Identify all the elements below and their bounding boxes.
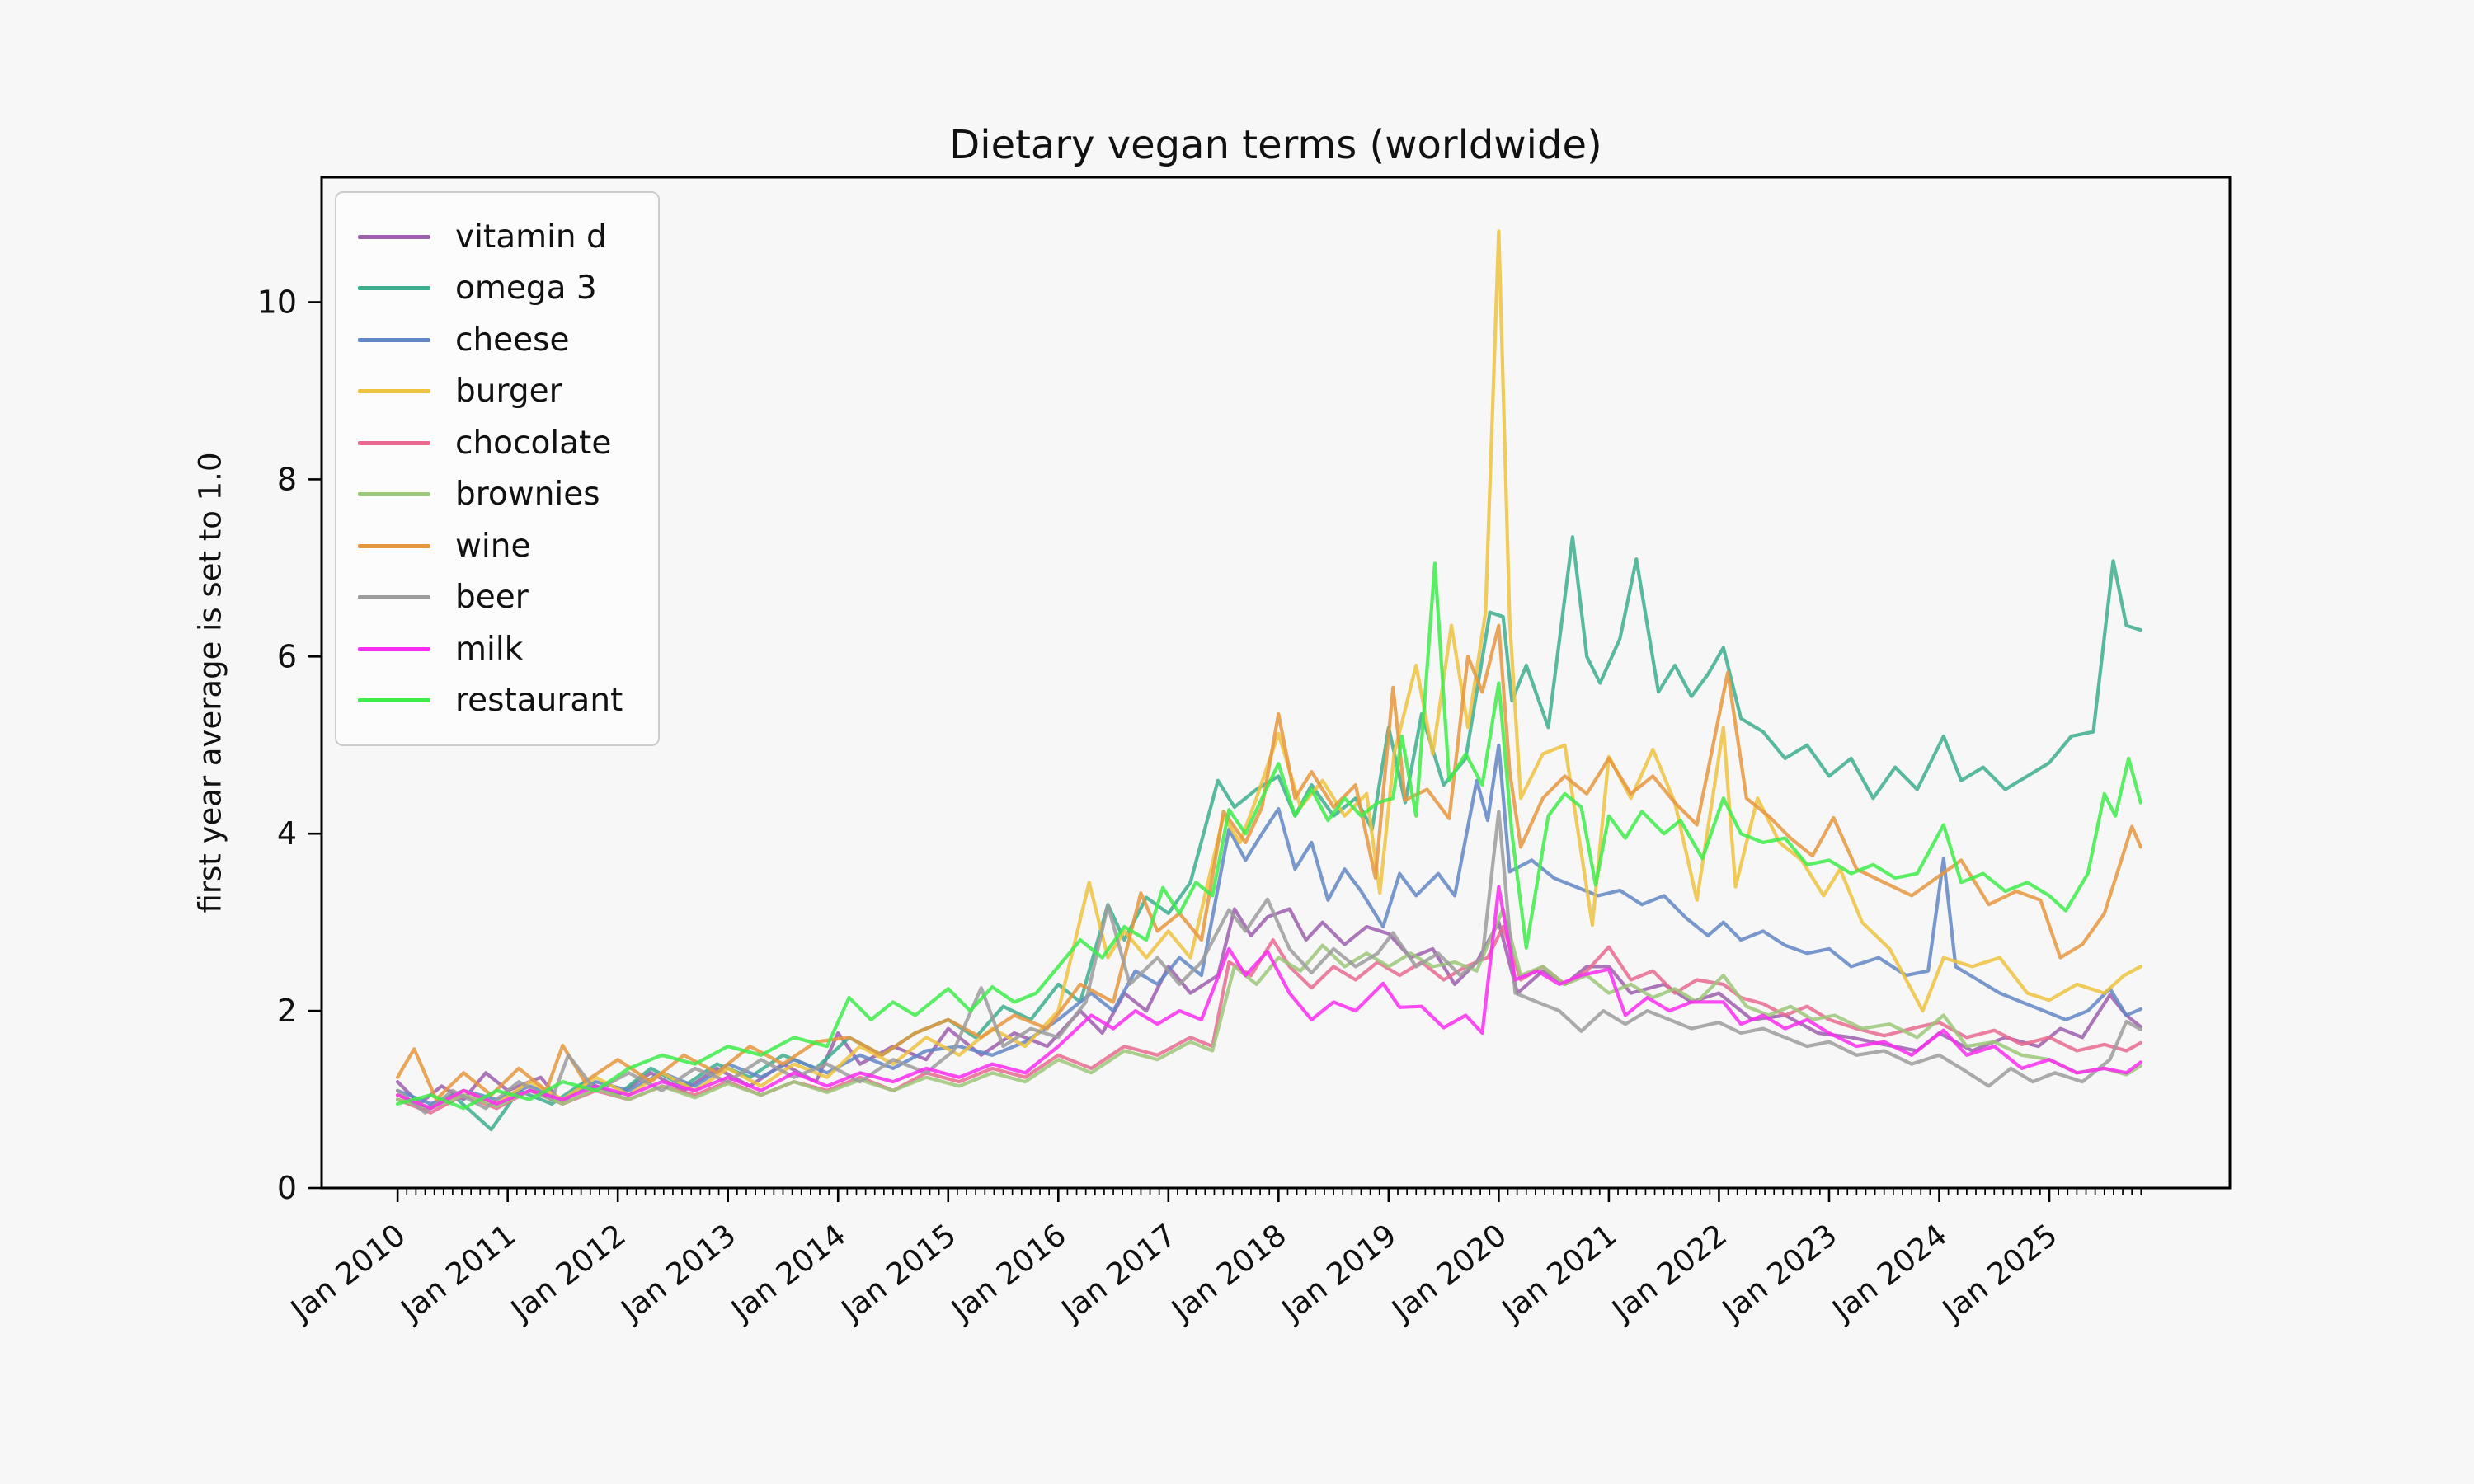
legend-swatch [358,646,430,651]
legend-swatch [358,440,430,445]
x-tick-label: Jan 2020 [1384,1217,1512,1328]
series-line-burger [396,229,2142,1111]
legend-swatch [358,337,430,342]
x-tick-label: Jan 2012 [503,1217,632,1328]
legend-item: beer [358,572,637,624]
x-tick-label: Jan 2023 [1714,1217,1843,1328]
legend-swatch [358,492,430,497]
x-tick-label: Jan 2010 [283,1217,412,1328]
y-tick-label: 0 [277,1170,297,1206]
series-line-wine [396,623,2142,1101]
legend-swatch [358,286,430,291]
x-tick-label: Jan 2019 [1274,1217,1403,1328]
legend-item-label: omega 3 [455,270,597,308]
legend-item-label: milk [455,630,524,668]
legend-item: restaurant [358,675,637,727]
series-line-cheese [396,743,2142,1106]
legend-item: wine [358,520,637,572]
legend-item-label: wine [455,527,531,565]
y-tick-label: 10 [257,284,297,321]
y-tick-label: 4 [277,815,297,852]
x-tick-label: Jan 2025 [1935,1217,2063,1328]
x-tick-label: Jan 2013 [614,1217,742,1328]
legend-item-label: chocolate [455,424,612,462]
legend-item-label: burger [455,373,562,411]
x-tick-label: Jan 2011 [393,1217,522,1328]
x-tick-label: Jan 2014 [723,1217,852,1328]
legend-item-label: vitamin d [455,218,607,256]
legend-item: chocolate [358,417,637,469]
legend: vitamin d omega 3 cheese burger chocolate bro… [335,191,660,746]
series-line-restaurant [396,561,2142,1111]
legend-swatch [358,389,430,394]
x-tick-label: Jan 2018 [1164,1217,1292,1328]
y-tick-label: 2 [277,993,297,1029]
legend-list: vitamin d omega 3 cheese burger chocolate bro… [358,211,637,726]
y-axis-label: first year average is set to 1.0 [192,452,228,913]
chart-title: Dietary vegan terms (worldwide) [949,122,1602,168]
legend-item-label: restaurant [455,682,623,720]
legend-item-label: beer [455,579,529,617]
legend-swatch [358,698,430,703]
legend-swatch [358,595,430,600]
legend-swatch [358,543,430,548]
x-tick-label: Jan 2024 [1825,1217,1954,1328]
legend-item: cheese [358,314,637,366]
legend-item: brownies [358,469,637,521]
legend-swatch [358,234,430,239]
series-line-milk [396,885,2142,1111]
legend-item: vitamin d [358,211,637,263]
x-tick-label: Jan 2022 [1605,1217,1733,1328]
x-tick-label: Jan 2015 [834,1217,962,1328]
y-tick-label: 6 [277,638,297,674]
legend-item-label: brownies [455,476,600,514]
legend-item-label: cheese [455,321,570,359]
x-tick-label: Jan 2017 [1054,1217,1183,1328]
legend-item: omega 3 [358,263,637,315]
x-tick-label: Jan 2016 [943,1217,1072,1328]
series-line-brownies [396,907,2142,1111]
series-line-vitamin-d [396,907,2142,1106]
x-tick-label: Jan 2021 [1494,1217,1623,1328]
y-tick-label: 8 [277,461,297,497]
legend-item: milk [358,623,637,675]
legend-item: burger [358,366,637,418]
series-line-beer [396,810,2142,1115]
